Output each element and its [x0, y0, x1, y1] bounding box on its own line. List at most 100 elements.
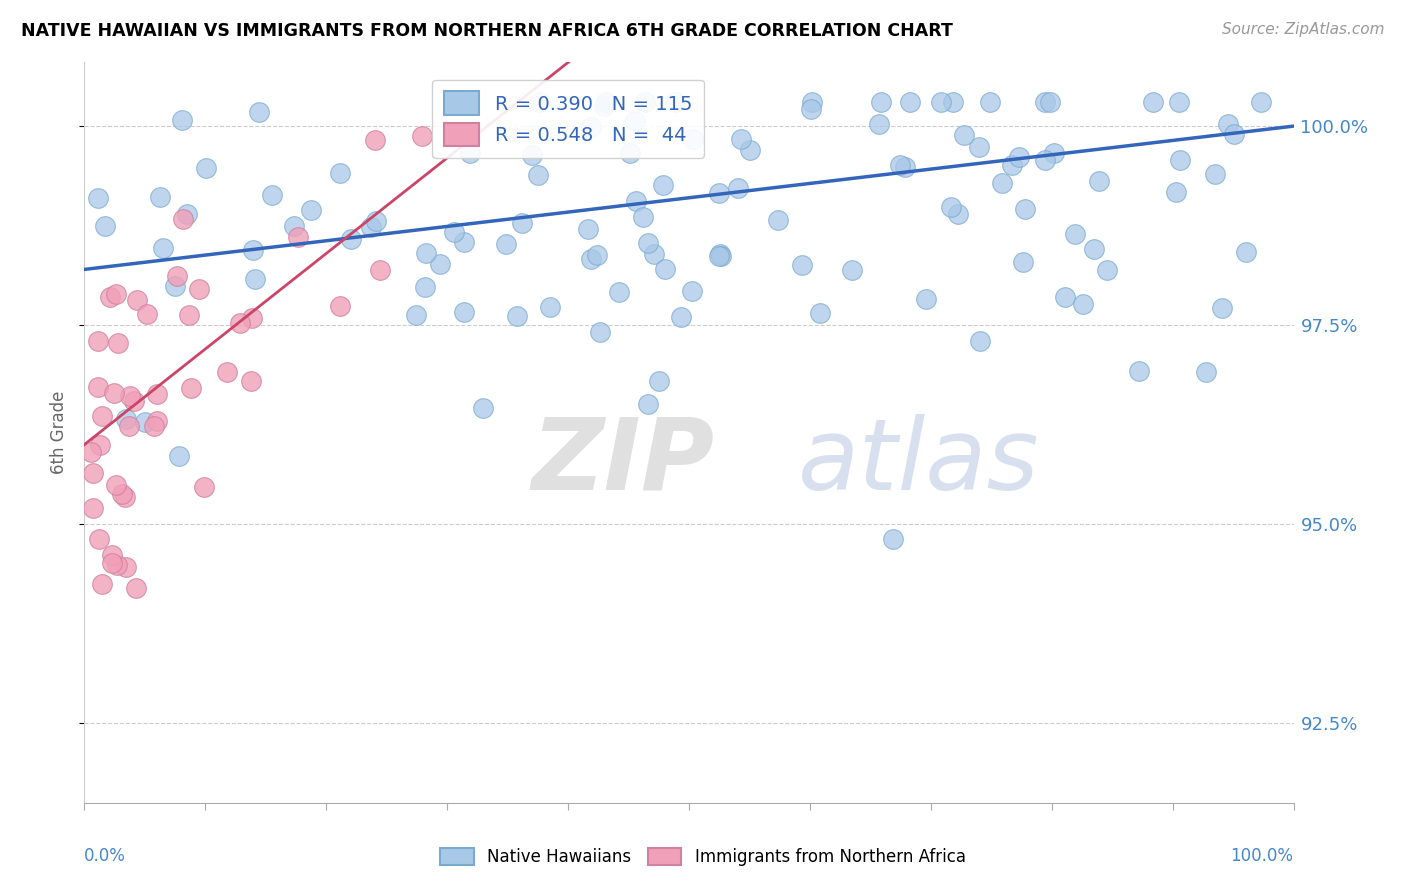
Point [124, 394, 146, 409]
Point [942, 95, 965, 110]
Point [249, 104, 271, 119]
Point [195, 161, 218, 176]
Point [1250, 95, 1272, 110]
Point [299, 203, 322, 218]
Point [180, 381, 202, 395]
Point [889, 158, 911, 172]
Point [136, 307, 159, 321]
Point [172, 112, 194, 127]
Point [260, 187, 283, 202]
Point [177, 309, 200, 323]
Point [443, 225, 465, 239]
Point [329, 299, 352, 313]
Point [1063, 227, 1085, 241]
Point [522, 147, 544, 161]
Point [595, 95, 617, 110]
Point [90, 409, 112, 423]
Point [89, 533, 111, 547]
Point [1168, 153, 1191, 167]
Point [898, 95, 921, 110]
Point [1035, 153, 1057, 167]
Point [1014, 202, 1036, 216]
Point [360, 219, 382, 234]
Point [652, 178, 675, 192]
Point [166, 269, 188, 284]
Point [669, 310, 692, 324]
Point [1033, 95, 1056, 110]
Point [952, 128, 974, 142]
Text: 100.0%: 100.0% [1230, 847, 1294, 865]
Point [1095, 263, 1118, 277]
Point [94, 219, 117, 233]
Point [588, 325, 610, 339]
Point [593, 99, 616, 113]
Point [366, 214, 388, 228]
Point [172, 211, 194, 226]
Point [931, 95, 953, 110]
Point [495, 237, 517, 252]
Point [870, 95, 893, 110]
Point [882, 532, 904, 546]
Point [576, 222, 599, 236]
Point [142, 418, 165, 433]
Point [105, 287, 128, 301]
Point [1012, 255, 1035, 269]
Point [868, 117, 890, 131]
Point [368, 262, 391, 277]
Legend: R = 0.390   N = 115, R = 0.548   N =  44: R = 0.390 N = 115, R = 0.548 N = 44 [432, 79, 704, 158]
Point [1087, 174, 1109, 188]
Point [631, 210, 654, 224]
Point [149, 190, 172, 204]
Point [405, 308, 427, 322]
Point [1142, 95, 1164, 110]
Point [104, 478, 127, 492]
Point [82, 500, 104, 515]
Point [240, 311, 263, 326]
Point [648, 375, 671, 389]
Point [969, 334, 991, 349]
Text: atlas: atlas [797, 414, 1039, 511]
Text: ZIP: ZIP [531, 414, 714, 511]
Point [624, 194, 647, 208]
Point [243, 272, 266, 286]
Point [707, 248, 730, 262]
Point [607, 285, 630, 300]
Point [768, 213, 790, 227]
Point [914, 292, 936, 306]
Point [125, 293, 148, 307]
Point [460, 146, 482, 161]
Point [411, 129, 433, 144]
Point [87, 380, 110, 394]
Point [1071, 297, 1094, 311]
Point [1001, 158, 1024, 172]
Point [586, 248, 609, 262]
Point [176, 207, 198, 221]
Point [287, 230, 309, 244]
Point [979, 95, 1001, 110]
Point [894, 160, 917, 174]
Point [1042, 145, 1064, 160]
Point [107, 335, 129, 350]
Point [510, 216, 533, 230]
Point [429, 257, 451, 271]
Point [415, 245, 437, 260]
Point [87, 191, 110, 205]
Point [146, 386, 169, 401]
Point [808, 306, 831, 320]
Point [654, 261, 676, 276]
Point [738, 143, 761, 157]
Point [82, 466, 104, 480]
Point [87, 334, 110, 348]
Point [329, 166, 352, 180]
Y-axis label: 6th Grade: 6th Grade [49, 391, 67, 475]
Point [125, 581, 148, 595]
Point [681, 284, 703, 298]
Point [134, 415, 156, 429]
Point [841, 262, 863, 277]
Point [939, 200, 962, 214]
Point [101, 548, 124, 562]
Point [637, 397, 659, 411]
Point [682, 132, 704, 146]
Point [283, 219, 305, 233]
Point [90, 577, 112, 591]
